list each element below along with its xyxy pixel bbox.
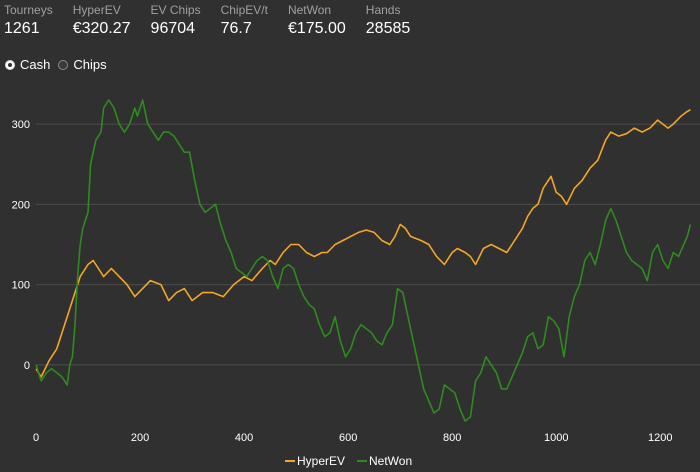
stat-hands: Hands 28585 bbox=[366, 3, 411, 39]
stat-label: Tourneys bbox=[4, 3, 53, 17]
stat-label: ChipEV/t bbox=[220, 3, 268, 17]
view-toggle: Cash Chips bbox=[5, 57, 115, 72]
stat-netwon: NetWon €175.00 bbox=[288, 3, 346, 39]
series-line-hyperev bbox=[35, 109, 691, 378]
legend: HyperEV NetWon bbox=[285, 454, 412, 468]
radio-selected-icon[interactable] bbox=[5, 59, 15, 70]
x-tick-label: 1000 bbox=[544, 432, 568, 444]
y-tick-label: 0 bbox=[24, 360, 30, 372]
stat-value: €320.27 bbox=[72, 20, 131, 37]
x-tick-label: 800 bbox=[443, 432, 461, 444]
stat-value: 76.7 bbox=[220, 20, 252, 37]
stat-label: Hands bbox=[365, 3, 401, 17]
radio-label: Chips bbox=[73, 57, 107, 72]
series-line-netwon bbox=[35, 99, 692, 422]
stat-value: €175.00 bbox=[287, 20, 346, 37]
x-tick-label: 400 bbox=[235, 432, 253, 444]
radio-cash[interactable]: Cash bbox=[5, 57, 50, 72]
radio-unselected-icon[interactable] bbox=[58, 59, 69, 70]
legend-label: HyperEV bbox=[297, 454, 345, 468]
stat-chipev-per-tourney: ChipEV/t 76.7 bbox=[221, 3, 268, 39]
stats-bar: Tourneys 1261 HyperEV €320.27 EV Chips 9… bbox=[4, 3, 430, 39]
stat-hyperev: HyperEV €320.27 bbox=[73, 3, 131, 39]
x-tick-label: 1200 bbox=[648, 432, 672, 444]
axis-labels: 0 100 200 300 0 200 400 600 800 1000 1200 bbox=[12, 119, 673, 444]
x-tick-label: 600 bbox=[339, 432, 357, 444]
x-tick-label: 0 bbox=[33, 432, 39, 444]
stat-ev-chips: EV Chips 96704 bbox=[151, 3, 201, 39]
stat-label: HyperEV bbox=[72, 3, 121, 17]
stat-label: NetWon bbox=[287, 3, 332, 17]
stat-value: 96704 bbox=[150, 20, 196, 37]
stat-tourneys: Tourneys 1261 bbox=[4, 3, 53, 39]
stat-label: EV Chips bbox=[150, 3, 201, 17]
y-tick-label: 200 bbox=[12, 199, 30, 211]
y-tick-label: 300 bbox=[12, 119, 30, 131]
stat-value: 28585 bbox=[365, 20, 411, 37]
series-layer bbox=[35, 99, 692, 422]
x-tick-label: 200 bbox=[131, 432, 149, 444]
radio-chips[interactable]: Chips bbox=[58, 57, 107, 72]
y-tick-label: 100 bbox=[12, 280, 30, 292]
radio-label: Cash bbox=[20, 57, 51, 72]
legend-label: NetWon bbox=[369, 454, 412, 468]
stat-value: 1261 bbox=[4, 20, 40, 37]
